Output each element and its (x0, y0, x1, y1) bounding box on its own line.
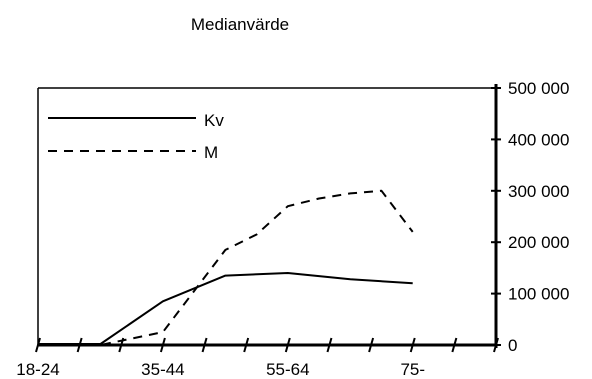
x-tick-mark (159, 337, 166, 353)
legend-label-kv: Kv (204, 111, 224, 130)
x-tick-label: 75- (400, 360, 425, 379)
y-tick-label: 300 000 (508, 182, 569, 201)
chart-title: Medianvärde (191, 15, 289, 34)
y-axis-ticks: 500 000 400 000 300 000 200 000 100 000 0 (491, 79, 569, 355)
x-tick-mark (368, 337, 375, 353)
x-tick-mark (451, 337, 458, 353)
y-tick-label: 100 000 (508, 285, 569, 304)
series-layer (38, 189, 414, 346)
x-tick-mark (284, 337, 291, 353)
y-tick-label: 0 (508, 336, 517, 355)
legend: Kv M (48, 111, 224, 162)
x-tick-label: 35-44 (141, 360, 184, 379)
y-tick-label: 400 000 (508, 130, 569, 149)
series-line-m (38, 189, 414, 346)
series-line-kv (38, 272, 413, 345)
x-tick-mark (409, 337, 416, 353)
y-tick-label: 200 000 (508, 233, 569, 252)
plot-frame (37, 84, 498, 348)
x-tick-mark (201, 337, 208, 353)
y-tick-label: 500 000 (508, 79, 569, 98)
x-tick-label: 18-24 (16, 360, 59, 379)
x-axis-ticks: 18-24 35-44 55-64 75- (16, 337, 499, 379)
x-tick-label: 55-64 (266, 360, 309, 379)
legend-label-m: M (204, 143, 218, 162)
x-tick-mark (326, 337, 333, 353)
x-tick-mark (243, 337, 250, 353)
x-tick-mark (493, 337, 499, 353)
